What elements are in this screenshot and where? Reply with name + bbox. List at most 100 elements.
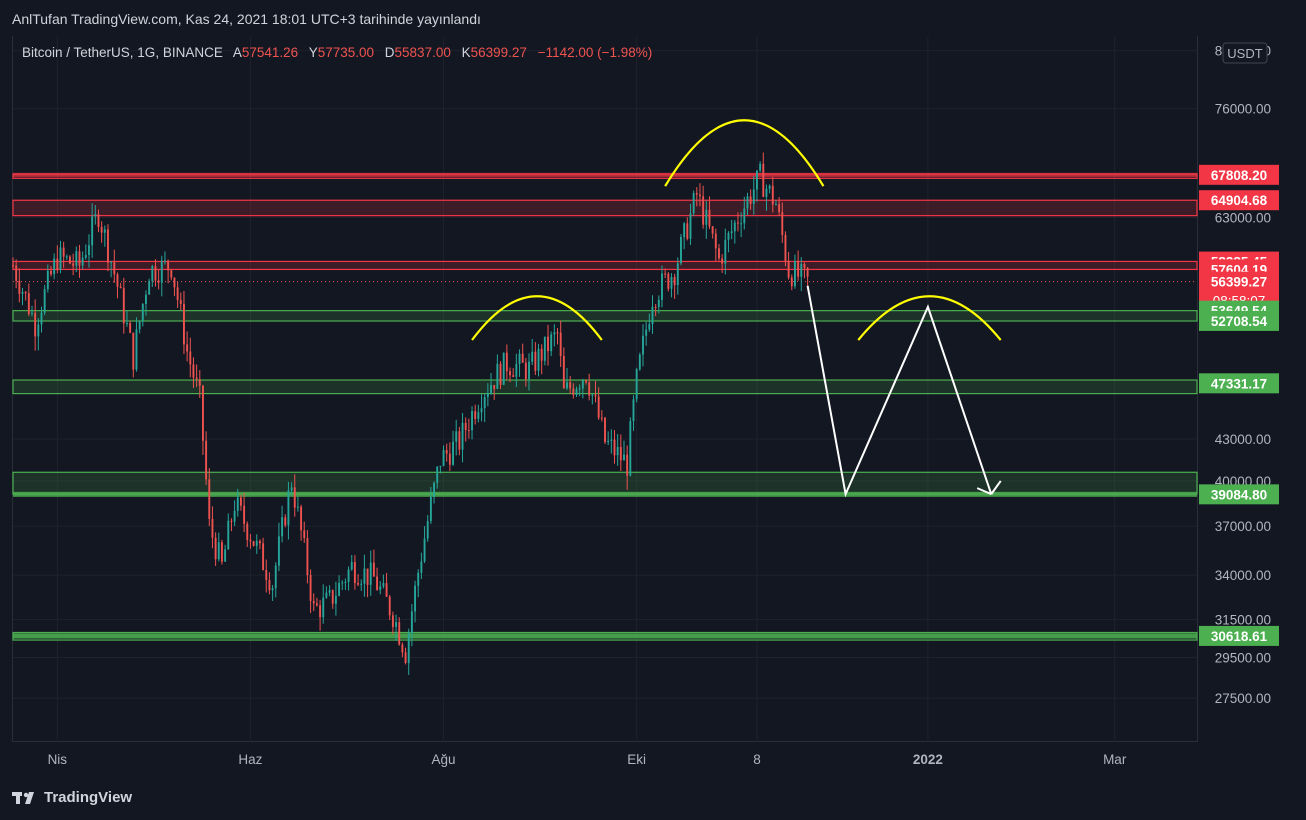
- time-tick-label: Eki: [627, 752, 646, 767]
- candle-body: [711, 226, 714, 234]
- candle-body: [597, 396, 600, 418]
- candle-body: [781, 212, 784, 235]
- candle-body: [733, 222, 736, 232]
- candle-body: [616, 446, 619, 456]
- candle-body: [524, 362, 527, 380]
- price-label-box: [1199, 625, 1279, 646]
- yellow-arc: [471, 295, 603, 341]
- symbol-legend[interactable]: Bitcoin / TetherUS, 1G, BINANCE A57541.2…: [22, 45, 652, 60]
- candle-body: [578, 388, 581, 390]
- candle-body: [458, 431, 461, 450]
- candle-body: [610, 439, 613, 441]
- candle-body: [391, 615, 394, 627]
- candle-body: [34, 312, 37, 337]
- candle-body: [604, 417, 606, 443]
- price-tick-label: 34000.00: [1215, 568, 1271, 583]
- candle-body: [471, 411, 473, 431]
- candle-body: [122, 288, 125, 324]
- candle-body: [588, 382, 591, 396]
- candle-body: [559, 332, 562, 357]
- time-tick-label: Haz: [238, 752, 262, 767]
- price-label-value: 39084.80: [1211, 487, 1267, 502]
- candle-body: [483, 397, 486, 409]
- candle-body: [176, 287, 179, 301]
- candle-body: [347, 569, 350, 582]
- candle-body: [344, 581, 347, 583]
- drawing-annotations: [471, 119, 1002, 498]
- tradingview-brand: TradingView: [44, 789, 133, 806]
- publish-info: AnlTufan TradingView.com, Kas 24, 2021 1…: [12, 11, 481, 27]
- candle-body: [543, 336, 546, 361]
- candle-body: [800, 263, 803, 277]
- candle-body: [629, 421, 632, 476]
- candle-body: [581, 380, 584, 389]
- candle-body: [15, 265, 18, 281]
- candle-body: [135, 329, 138, 370]
- candle-body: [309, 575, 312, 601]
- candles: [12, 152, 809, 675]
- time-axis: Nis Haz Ağu Eki 8 2022 Mar: [48, 752, 1127, 767]
- candle-body: [642, 335, 644, 355]
- candle-body: [214, 537, 217, 560]
- candle-body: [540, 348, 543, 361]
- candle-body: [388, 596, 391, 616]
- candle-body: [277, 536, 280, 566]
- close-value: 56399.27: [470, 45, 527, 60]
- candle-body: [420, 561, 423, 573]
- candle-body: [531, 351, 534, 362]
- grid-lines: [13, 37, 1197, 742]
- candle-body: [442, 450, 445, 466]
- candle-body: [585, 380, 587, 383]
- candle-body: [515, 363, 518, 377]
- price-zone: [12, 471, 1198, 495]
- time-tick-label: Ağu: [432, 752, 456, 767]
- candle-body: [46, 270, 49, 290]
- candle-body: [600, 417, 603, 419]
- price-tick-label: 43000.00: [1215, 432, 1271, 447]
- price-tick-label: 29500.00: [1215, 650, 1271, 665]
- candle-body: [740, 223, 743, 225]
- candle-body: [353, 562, 356, 584]
- candle-body: [341, 582, 344, 584]
- candle-body: [759, 163, 762, 171]
- candle-body: [556, 332, 559, 334]
- candle-body: [803, 263, 806, 268]
- candle-body: [562, 356, 565, 389]
- candle-body: [369, 562, 372, 585]
- candle-body: [433, 482, 435, 497]
- candle-body: [145, 294, 147, 305]
- open-value: 57541.26: [241, 45, 299, 60]
- candle-body: [107, 229, 109, 263]
- price-label-value: 52708.54: [1211, 314, 1268, 329]
- candle-body: [692, 193, 695, 214]
- candle-body: [300, 506, 303, 531]
- time-tick-label: 2022: [913, 752, 943, 767]
- candle-body: [486, 393, 489, 398]
- candle-body: [550, 334, 553, 352]
- footer-brand[interactable]: TradingView: [12, 789, 132, 806]
- time-tick-label: 8: [753, 752, 761, 767]
- candle-body: [183, 303, 185, 345]
- candle-body: [21, 292, 24, 294]
- candle-body: [385, 583, 388, 597]
- candle-body: [714, 233, 717, 249]
- candle-body: [448, 453, 451, 465]
- candle-body: [502, 352, 505, 385]
- price-label-value: 64904.68: [1211, 193, 1268, 208]
- publish-bar: AnlTufan TradingView.com, Kas 24, 2021 1…: [0, 0, 1306, 36]
- price-zone: [12, 379, 1198, 395]
- yellow-arc: [857, 295, 1002, 341]
- candle-body: [306, 538, 309, 576]
- candle-body: [154, 266, 157, 281]
- candle-body: [325, 592, 328, 598]
- candle-body: [103, 229, 106, 233]
- yellow-arc: [664, 119, 825, 187]
- candle-body: [398, 622, 401, 645]
- symbol-title[interactable]: Bitcoin / TetherUS, 1G, BINANCE: [22, 45, 223, 60]
- candle-body: [81, 257, 84, 266]
- price-axis: 84000.0076000.0063000.0043000.0040000.00…: [1199, 42, 1279, 706]
- candle-body: [186, 344, 189, 352]
- candle-body: [189, 351, 192, 365]
- candle-body: [623, 454, 625, 461]
